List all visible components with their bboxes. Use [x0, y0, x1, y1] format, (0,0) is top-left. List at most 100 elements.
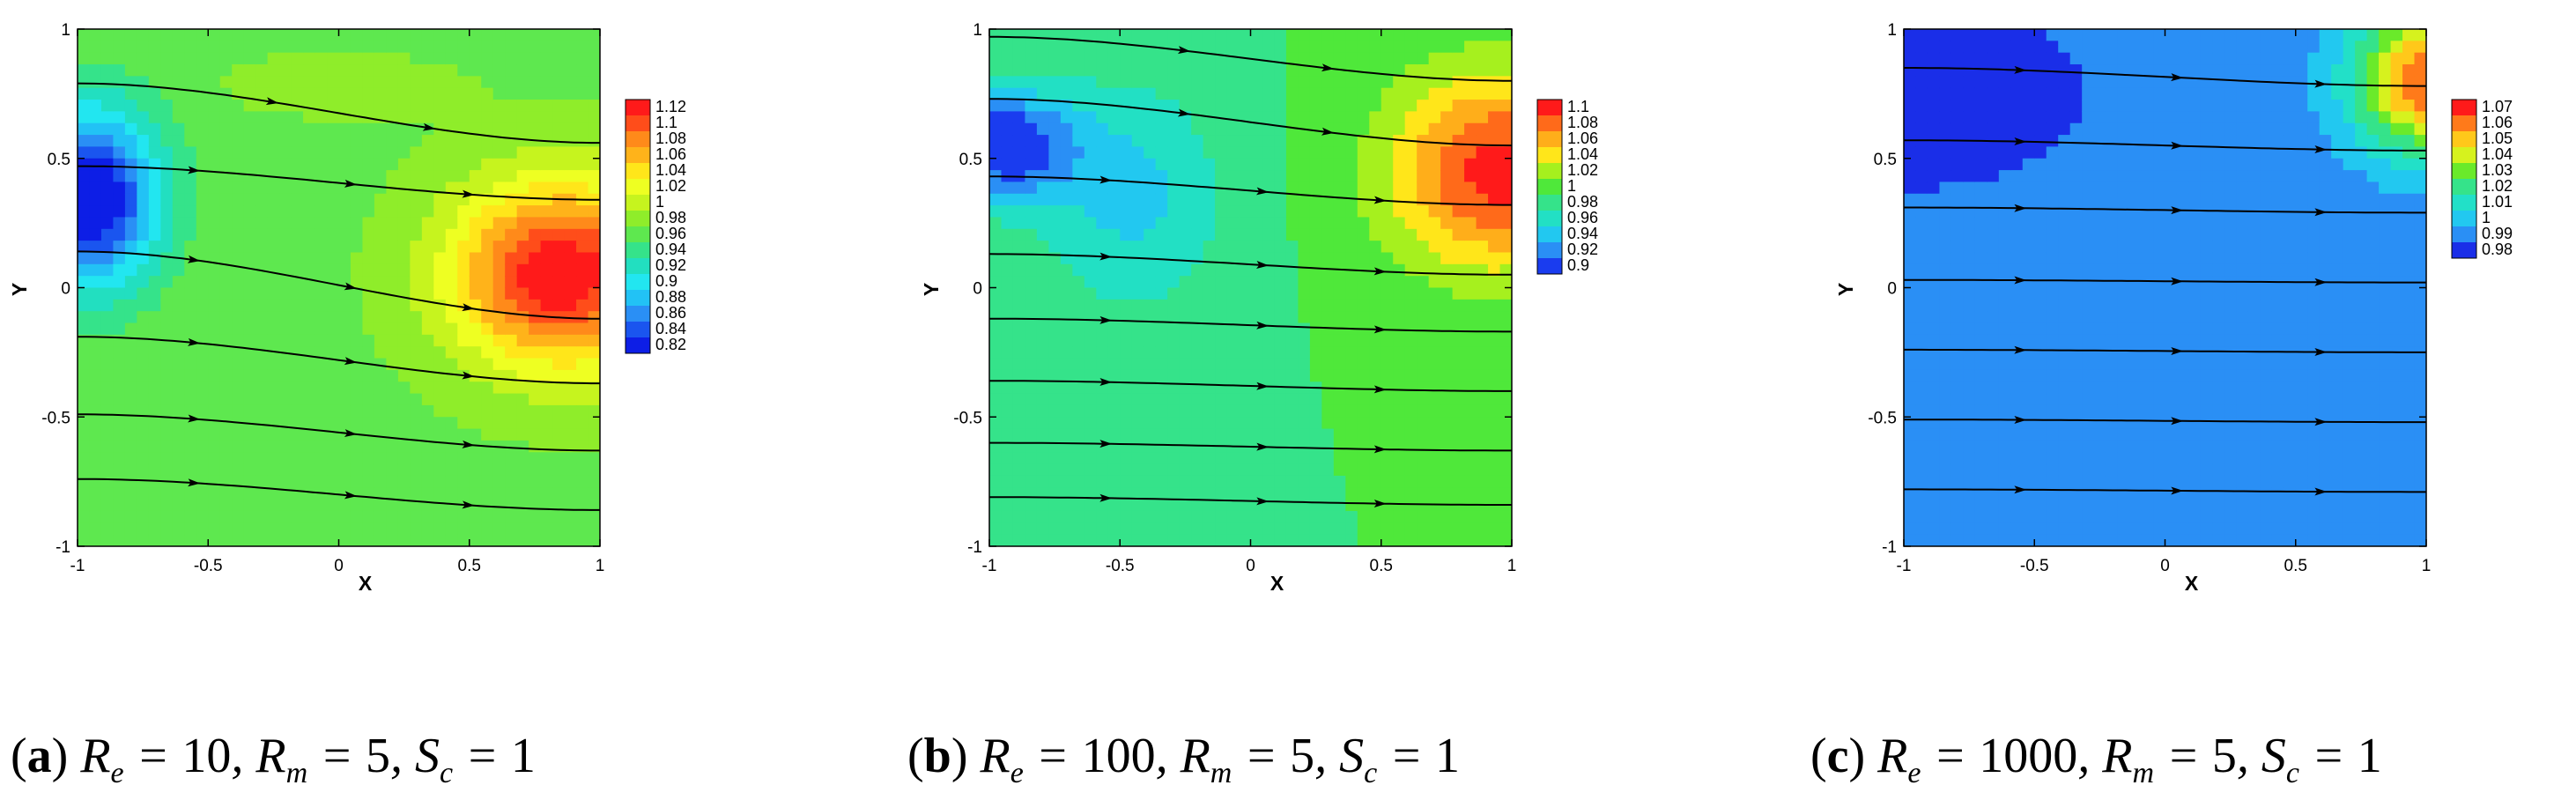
contour-cell — [421, 41, 434, 54]
contour-cell — [2010, 29, 2024, 41]
contour-cell — [243, 276, 256, 289]
contour-cell — [1155, 193, 1168, 206]
contour-cell — [100, 181, 115, 195]
contour-cell — [552, 87, 566, 100]
contour-cell — [492, 322, 506, 336]
contour-cell — [492, 64, 506, 77]
contour-cell — [1927, 311, 1941, 324]
contour-cell — [2082, 135, 2095, 148]
contour-cell — [564, 463, 577, 477]
contour-cell — [1060, 29, 1073, 41]
contour-cell — [1321, 41, 1335, 54]
contour-cell — [989, 64, 1003, 77]
contour-cell — [184, 358, 197, 371]
contour-cell — [1440, 64, 1454, 77]
contour-cell — [1440, 111, 1454, 124]
contour-cell — [529, 76, 542, 89]
contour-cell — [1107, 522, 1121, 536]
contour-cell — [1404, 499, 1418, 512]
contour-cell — [1440, 241, 1454, 254]
contour-cell — [1428, 135, 1441, 148]
contour-cell — [1215, 41, 1228, 54]
contour-cell — [1262, 534, 1276, 546]
contour-cell — [505, 52, 518, 65]
contour-cell — [1951, 311, 1964, 324]
contour-cell — [1381, 440, 1394, 453]
contour-cell — [2093, 534, 2106, 546]
contour-cell — [327, 52, 340, 65]
contour-cell — [1369, 404, 1382, 418]
contour-cell — [445, 135, 458, 148]
contour-cell — [1215, 241, 1228, 254]
contour-cell — [492, 287, 506, 300]
contour-cell — [1440, 463, 1454, 477]
contour-cell — [1987, 369, 2000, 382]
contour-cell — [1309, 299, 1322, 312]
contour-cell — [2106, 287, 2119, 300]
contour-cell — [1167, 393, 1181, 406]
contour-cell — [1488, 263, 1501, 277]
contour-cell — [529, 205, 542, 219]
contour-cell — [1951, 299, 1964, 312]
contour-cell — [1951, 52, 1964, 65]
contour-cell — [989, 193, 1003, 206]
contour-cell — [1939, 510, 1952, 523]
contour-cell — [516, 228, 529, 241]
contour-cell — [1476, 263, 1489, 277]
contour-cell — [1321, 193, 1335, 206]
contour-cell — [1974, 276, 1988, 289]
contour-cell — [1298, 322, 1311, 336]
contour-cell — [255, 404, 269, 418]
contour-cell — [2010, 334, 2024, 347]
contour-cell — [1131, 299, 1144, 312]
contour-cell — [1226, 428, 1240, 441]
contour-cell — [1345, 463, 1358, 477]
contour-cell — [362, 299, 375, 312]
contour-cell — [1404, 228, 1418, 241]
contour-cell — [338, 475, 352, 488]
contour-cell — [1488, 181, 1501, 195]
contour-cell — [219, 428, 233, 441]
contour-cell — [1298, 463, 1311, 477]
contour-cell — [267, 334, 280, 347]
contour-cell — [2010, 299, 2024, 312]
contour-cell — [1309, 346, 1322, 359]
contour-cell — [1963, 393, 1976, 406]
contour-cell — [1499, 475, 1512, 488]
contour-cell — [2022, 100, 2035, 112]
contour-cell — [1417, 170, 1430, 183]
contour-cell — [989, 228, 1003, 241]
contour-cell — [89, 181, 102, 195]
contour-cell — [219, 417, 233, 430]
contour-cell — [1987, 417, 2000, 430]
contour-cell — [196, 29, 209, 41]
contour-cell — [184, 241, 197, 254]
streamline-arrow-icon — [462, 303, 475, 312]
contour-cell — [160, 499, 174, 512]
contour-cell — [219, 522, 233, 536]
contour-cell — [184, 64, 197, 77]
contour-cell — [2022, 510, 2035, 523]
contour-cell — [1144, 534, 1157, 546]
contour-cell — [243, 428, 256, 441]
contour-cell — [315, 475, 328, 488]
contour-cell — [1144, 111, 1157, 124]
contour-cell — [1404, 263, 1418, 277]
contour-cell — [1191, 287, 1204, 300]
contour-cell — [350, 452, 364, 465]
contour-cell — [1167, 404, 1181, 418]
contour-cell — [1203, 87, 1216, 100]
contour-cell — [184, 322, 197, 336]
contour-cell — [2106, 146, 2119, 159]
contour-cell — [1381, 205, 1394, 219]
contour-cell — [1084, 299, 1097, 312]
contour-cell — [255, 193, 269, 206]
contour-cell — [989, 263, 1003, 277]
contour-cell — [1915, 487, 1928, 500]
contour-cell — [1048, 217, 1062, 230]
contour-cell — [2046, 522, 2059, 536]
contour-cell — [1417, 76, 1430, 89]
contour-chart-a: -1 -0.5 0 0.5 1-1-0.500.51XY1.121.11.081.061… — [8, 21, 686, 595]
contour-cell — [1298, 111, 1311, 124]
contour-cell — [1488, 311, 1501, 324]
